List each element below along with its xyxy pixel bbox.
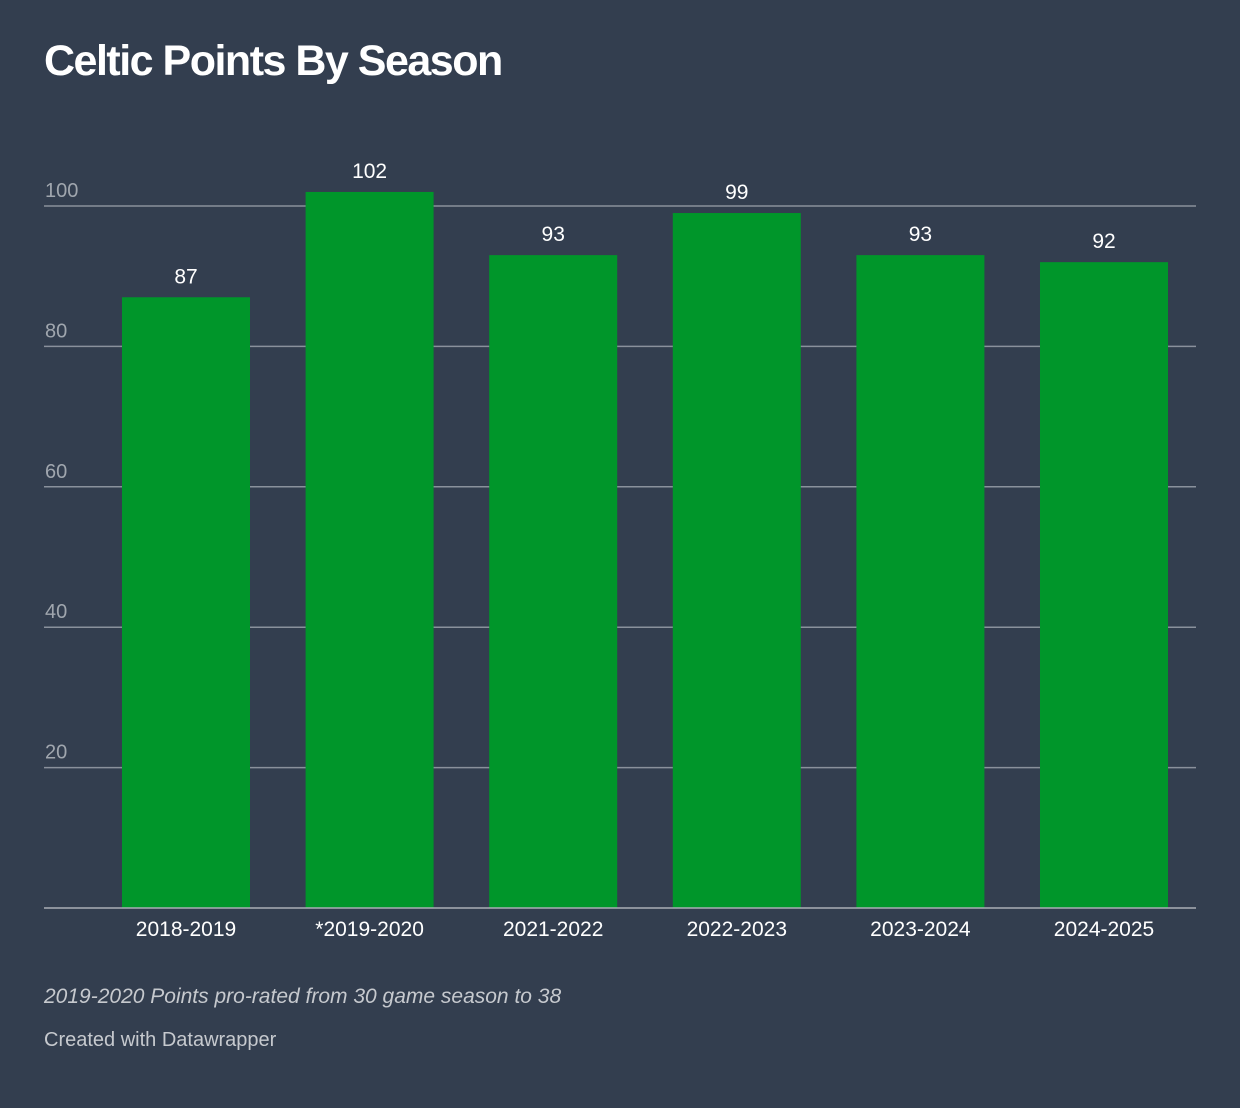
data-label: 102 <box>352 160 387 183</box>
y-tick-label: 40 <box>45 601 67 623</box>
x-tick-label: 2023-2024 <box>870 918 971 941</box>
data-label: 92 <box>1092 230 1115 253</box>
y-tick-label: 60 <box>45 461 67 483</box>
x-tick-label: *2019-2020 <box>315 918 424 941</box>
bar <box>672 213 801 908</box>
x-tick-label: 2022-2023 <box>687 918 787 941</box>
y-tick-label: 100 <box>45 180 78 202</box>
data-label: 93 <box>542 223 565 246</box>
data-label: 87 <box>174 265 197 288</box>
y-tick-label: 80 <box>45 320 67 342</box>
bar <box>1040 262 1168 908</box>
bar <box>489 255 618 908</box>
bar <box>856 255 985 908</box>
data-label: 99 <box>725 181 748 204</box>
data-labels: 87 102 93 99 93 92 <box>174 160 1115 288</box>
chart-notes: 2019-2020 Points pro-rated from 30 game … <box>44 985 562 1008</box>
data-label: 93 <box>909 223 932 246</box>
bar <box>305 191 434 908</box>
x-tick-label: 2024-2025 <box>1054 918 1154 941</box>
chart-title: Celtic Points By Season <box>44 37 503 85</box>
x-axis: 2018-2019 *2019-2020 2021-2022 2022-2023 202… <box>44 907 1196 941</box>
chart-credit: Created with Datawrapper <box>44 1029 277 1051</box>
bars <box>122 191 1168 908</box>
bar <box>122 297 250 908</box>
y-tick-label: 20 <box>45 742 67 764</box>
x-tick-label: 2021-2022 <box>503 918 603 941</box>
x-tick-label: 2018-2019 <box>136 918 236 941</box>
